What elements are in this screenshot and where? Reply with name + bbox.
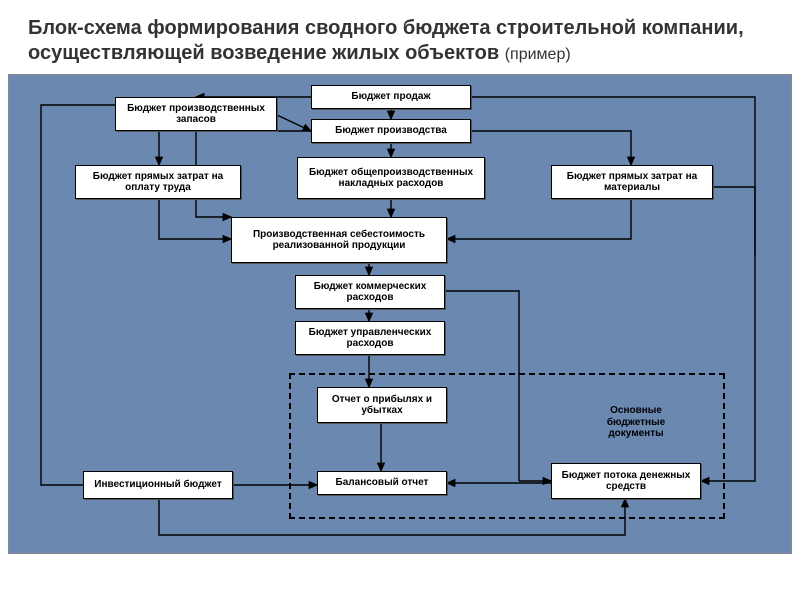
edge-prod-to-labor: [159, 131, 311, 165]
main-documents-group: [289, 373, 725, 519]
title-main: Блок-схема формирования сводного бюджета…: [28, 17, 744, 64]
node-cogs: Производственная себестоимость реализова…: [231, 217, 447, 263]
node-sales: Бюджет продаж: [311, 85, 471, 109]
edge-materials-to-cogs: [447, 199, 631, 239]
node-invest: Инвестиционный бюджет: [83, 471, 233, 499]
flowchart-canvas: Бюджет продаж Бюджет производственных зап…: [8, 74, 792, 554]
main-documents-label: Основные бюджетные документы: [581, 405, 691, 440]
edge-inventory-to-prod: [277, 115, 311, 131]
node-materials: Бюджет прямых затрат на материалы: [551, 165, 713, 199]
node-overhead: Бюджет общепроизводственных накладных ра…: [297, 157, 485, 199]
node-inventory: Бюджет производственных запасов: [115, 97, 277, 131]
node-labor: Бюджет прямых затрат на оплату труда: [75, 165, 241, 199]
node-admin: Бюджет управленческих расходов: [295, 321, 445, 355]
edge-labor-to-cogs: [159, 199, 231, 239]
page-title: Блок-схема формирования сводного бюджета…: [0, 0, 800, 74]
edge-materials-down: [713, 187, 755, 255]
title-suffix: (пример): [505, 46, 571, 63]
node-commercial: Бюджет коммерческих расходов: [295, 275, 445, 309]
edge-prod-to-materials: [471, 131, 631, 165]
edge-invest-to-top: [41, 105, 115, 485]
node-production: Бюджет производства: [311, 119, 471, 143]
